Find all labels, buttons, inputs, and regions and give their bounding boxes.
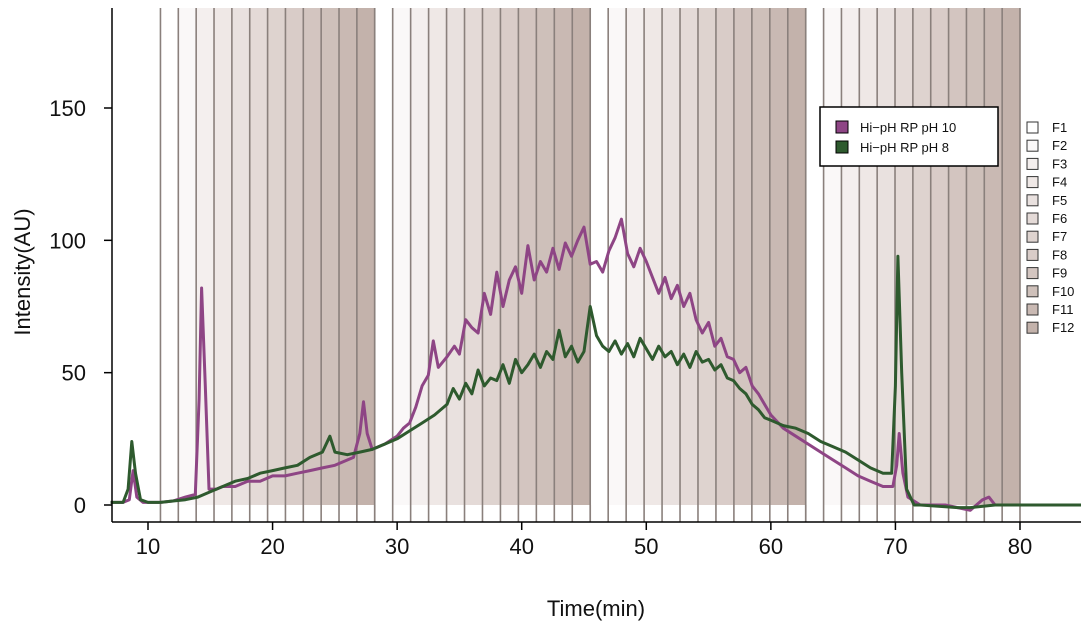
fraction-legend: F1 F2 F3 F4 F5 F6 F7 F8 F9 F10 F11 F12 [1026,120,1074,335]
fraction-band [948,8,967,505]
fraction-band [930,8,949,505]
x-ticks: 10 20 30 40 50 60 70 80 [136,522,1032,559]
fraction-legend-swatch [1026,303,1039,316]
fraction-legend-label: F11 [1052,302,1073,317]
fraction-band [841,8,860,505]
fraction-legend-label: F9 [1052,266,1067,281]
x-tick-label: 60 [759,534,783,559]
fraction-legend-swatch [1026,212,1039,225]
x-tick-label: 50 [634,534,658,559]
fraction-legend-label: F12 [1052,320,1074,335]
fraction-band [392,8,411,505]
fraction-band [608,8,627,505]
fraction-legend-label: F4 [1052,175,1067,190]
x-tick-label: 30 [385,534,409,559]
fraction-band [214,8,232,505]
fraction-legend-swatch [1026,176,1039,189]
x-tick-label: 70 [883,534,907,559]
fraction-legend-label: F6 [1052,211,1067,226]
fraction-legend-swatch [1026,285,1039,298]
fraction-band [178,8,197,505]
y-axis-title: Intensity(AU) [10,208,35,335]
x-tick-label: 40 [509,534,533,559]
y-tick-label: 100 [49,228,86,253]
fraction-band [249,8,268,505]
fraction-band [339,8,357,505]
fraction-band [356,8,375,505]
legend-label-ph8: Hi−pH RP pH 8 [860,140,949,155]
fraction-band [751,8,770,505]
fraction-band [662,8,681,505]
legend: Hi−pH RP pH 10 Hi−pH RP pH 8 [819,106,999,167]
fraction-band [733,8,752,505]
legend-swatch-ph10 [835,120,849,134]
fraction-band [321,8,340,505]
fraction-band [769,8,788,505]
fraction-band [160,8,179,505]
fraction-band [912,8,931,505]
series-line-ph8 [110,254,1081,510]
fraction-legend-swatch [1026,248,1039,261]
series-line-ph10 [110,217,1081,512]
fraction-legend-swatch [1026,267,1039,280]
fraction-band [410,8,429,505]
fraction-band [572,8,591,505]
axes [111,8,1081,523]
fraction-band [446,8,465,505]
fraction-band [984,8,1003,505]
fraction-band [536,8,555,505]
fraction-legend-swatch [1026,139,1039,152]
fraction-band [464,8,483,505]
x-axis-title: Time(min) [547,596,645,621]
fraction-legend-label: F8 [1052,247,1067,262]
fraction-band [267,8,286,505]
fraction-band [500,8,519,505]
fraction-band [644,8,663,505]
fraction-legend-swatch [1026,194,1039,207]
fraction-legend-label: F5 [1052,193,1067,208]
fraction-legend-swatch [1026,157,1039,170]
legend-box [819,106,999,167]
fraction-legend-label: F7 [1052,229,1067,244]
x-tick-label: 10 [136,534,160,559]
fraction-band [285,8,304,505]
fraction-legend-label: F10 [1052,284,1074,299]
y-tick-label: 0 [74,493,86,518]
fraction-legend-swatch [1026,230,1039,243]
fraction-band [787,8,806,505]
fraction-band [374,8,393,505]
x-tick-label: 80 [1008,534,1032,559]
fraction-band [859,8,878,505]
fraction-band [715,8,734,505]
fraction-band [805,8,824,505]
fraction-band [626,8,645,505]
fraction-band [428,8,447,505]
fraction-legend-label: F2 [1052,138,1067,153]
x-tick-label: 20 [260,534,284,559]
fraction-legend-swatch [1026,121,1039,134]
fraction-legend-swatch [1026,321,1039,334]
y-tick-label: 50 [62,361,86,386]
fraction-band [680,8,698,505]
fraction-band [697,8,716,505]
fraction-band [590,8,609,505]
fraction-band [482,8,501,505]
legend-swatch-ph8 [835,140,849,154]
fraction-legend-label: F3 [1052,156,1067,171]
fraction-band [231,8,250,505]
fraction-band [966,8,985,505]
legend-label-ph10: Hi−pH RP pH 10 [860,120,956,135]
series-lines [110,217,1081,512]
fraction-band [823,8,842,505]
fraction-band [303,8,322,505]
y-ticks: 0 50 100 150 [49,96,112,518]
fraction-band [1002,8,1020,505]
y-tick-label: 150 [49,96,86,121]
fraction-legend-label: F1 [1052,120,1067,135]
